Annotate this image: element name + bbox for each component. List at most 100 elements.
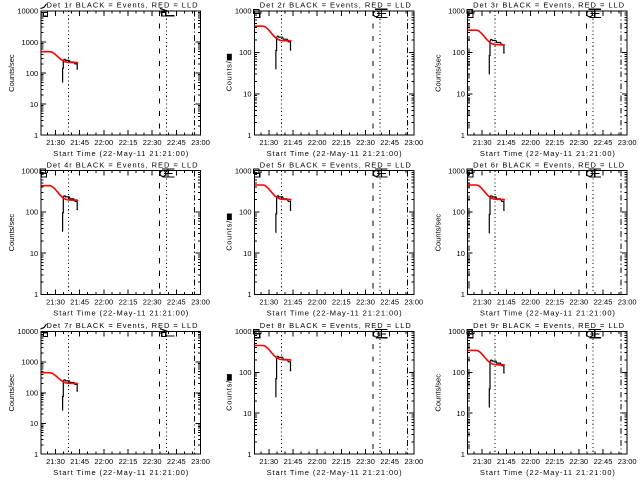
svg-text:22:00: 22:00: [94, 298, 113, 307]
svg-text:Start Time (22-May-11 21:21:00: Start Time (22-May-11 21:21:00): [480, 468, 616, 477]
svg-text:Counts/: Counts/: [225, 220, 234, 251]
svg-text:22:30: 22:30: [569, 298, 588, 307]
svg-text:22:00: 22:00: [521, 298, 540, 307]
svg-text:21:45: 21:45: [70, 138, 89, 147]
svg-text:21:45: 21:45: [284, 457, 303, 466]
svg-text:Counts/sec: Counts/sec: [434, 54, 443, 92]
svg-text:Start Time (22-May-11 21:21:00: Start Time (22-May-11 21:21:00): [53, 468, 189, 477]
svg-text:22:15: 22:15: [332, 457, 351, 466]
svg-text:21:30: 21:30: [46, 457, 65, 466]
svg-text:21:30: 21:30: [259, 298, 278, 307]
svg-text:1000: 1000: [235, 327, 252, 336]
svg-text:21:45: 21:45: [497, 298, 516, 307]
svg-text:23:00: 23:00: [191, 138, 210, 147]
svg-text:22:00: 22:00: [94, 138, 113, 147]
svg-text:10: 10: [30, 100, 38, 109]
svg-text:1000: 1000: [22, 358, 39, 367]
svg-text:22:00: 22:00: [521, 138, 540, 147]
svg-text:22:30: 22:30: [356, 138, 375, 147]
svg-text:21:45: 21:45: [497, 457, 516, 466]
svg-text:100: 100: [452, 208, 465, 217]
svg-text:21:45: 21:45: [70, 457, 89, 466]
svg-text:22:15: 22:15: [332, 298, 351, 307]
svg-text:22:00: 22:00: [94, 457, 113, 466]
svg-text:1: 1: [247, 290, 251, 299]
svg-text:100: 100: [239, 208, 252, 217]
svg-text:22:45: 22:45: [167, 138, 186, 147]
svg-text:1000: 1000: [22, 166, 39, 175]
svg-text:1000: 1000: [448, 7, 465, 16]
svg-text:1: 1: [247, 131, 251, 140]
svg-text:10: 10: [243, 409, 251, 418]
svg-text:23:00: 23:00: [404, 298, 423, 307]
svg-text:22:30: 22:30: [143, 298, 162, 307]
svg-text:1000: 1000: [448, 166, 465, 175]
svg-text:10: 10: [30, 419, 38, 428]
svg-text:Start Time (22-May-11 21:21:00: Start Time (22-May-11 21:21:00): [267, 149, 403, 158]
svg-text:22:45: 22:45: [380, 138, 399, 147]
svg-text:22:15: 22:15: [545, 138, 564, 147]
svg-text:21:45: 21:45: [497, 138, 516, 147]
svg-text:1000: 1000: [235, 166, 252, 175]
svg-text:Counts/sec: Counts/sec: [7, 374, 16, 412]
svg-text:Start Time (22-May-11 21:21:00: Start Time (22-May-11 21:21:00): [480, 308, 616, 317]
svg-text:1: 1: [34, 290, 38, 299]
svg-text:22:15: 22:15: [119, 298, 138, 307]
svg-text:1: 1: [461, 131, 465, 140]
svg-text:100: 100: [26, 69, 39, 78]
svg-text:22:00: 22:00: [521, 457, 540, 466]
svg-text:21:30: 21:30: [46, 138, 65, 147]
svg-text:23:00: 23:00: [618, 138, 637, 147]
svg-text:Det 2r BLACK = Events, RED = L: Det 2r BLACK = Events, RED = LLD: [260, 1, 412, 10]
svg-text:100: 100: [26, 388, 39, 397]
svg-text:Det 7r BLACK = Events, RED = L: Det 7r BLACK = Events, RED = LLD: [47, 321, 199, 330]
svg-text:23:00: 23:00: [618, 298, 637, 307]
svg-text:22:15: 22:15: [119, 138, 138, 147]
svg-text:Det 9r BLACK = Events, RED = L: Det 9r BLACK = Events, RED = LLD: [473, 321, 625, 330]
svg-text:Counts/sec: Counts/sec: [7, 54, 16, 92]
svg-text:23:00: 23:00: [618, 457, 637, 466]
svg-text:22:30: 22:30: [569, 457, 588, 466]
svg-text:Start Time (22-May-11 21:21:00: Start Time (22-May-11 21:21:00): [53, 308, 189, 317]
svg-text:22:15: 22:15: [332, 138, 351, 147]
svg-text:Det 3r BLACK = Events, RED = L: Det 3r BLACK = Events, RED = LLD: [473, 1, 625, 10]
svg-text:23:00: 23:00: [404, 457, 423, 466]
svg-text:1000: 1000: [448, 327, 465, 336]
svg-text:100: 100: [239, 48, 252, 57]
svg-text:1: 1: [247, 450, 251, 459]
svg-text:21:45: 21:45: [70, 298, 89, 307]
svg-text:Counts/: Counts/: [225, 380, 234, 411]
svg-text:22:45: 22:45: [380, 298, 399, 307]
svg-text:22:45: 22:45: [594, 138, 613, 147]
svg-text:22:15: 22:15: [545, 457, 564, 466]
svg-text:Det 1r BLACK = Events, RED = L: Det 1r BLACK = Events, RED = LLD: [47, 1, 199, 10]
svg-text:Start Time (22-May-11 21:21:00: Start Time (22-May-11 21:21:00): [480, 149, 616, 158]
svg-text:100: 100: [26, 208, 39, 217]
svg-text:Start Time (22-May-11 21:21:00: Start Time (22-May-11 21:21:00): [267, 468, 403, 477]
svg-text:22:15: 22:15: [545, 298, 564, 307]
svg-text:Det 8r BLACK = Events, RED = L: Det 8r BLACK = Events, RED = LLD: [260, 321, 412, 330]
svg-text:1: 1: [34, 450, 38, 459]
svg-text:23:00: 23:00: [404, 138, 423, 147]
svg-text:22:00: 22:00: [308, 298, 327, 307]
svg-text:23:00: 23:00: [191, 298, 210, 307]
svg-text:100: 100: [452, 48, 465, 57]
svg-text:22:45: 22:45: [594, 298, 613, 307]
svg-text:Start Time (22-May-11 21:21:00: Start Time (22-May-11 21:21:00): [267, 308, 403, 317]
svg-text:10000: 10000: [17, 327, 38, 336]
svg-text:21:45: 21:45: [284, 138, 303, 147]
svg-text:22:45: 22:45: [167, 457, 186, 466]
svg-text:1: 1: [461, 290, 465, 299]
svg-text:21:30: 21:30: [259, 138, 278, 147]
svg-text:22:30: 22:30: [143, 457, 162, 466]
svg-text:23:00: 23:00: [191, 457, 210, 466]
svg-text:22:30: 22:30: [356, 457, 375, 466]
svg-text:22:45: 22:45: [594, 457, 613, 466]
svg-text:1000: 1000: [235, 7, 252, 16]
svg-text:22:45: 22:45: [380, 457, 399, 466]
svg-text:Det 4r BLACK = Events, RED = L: Det 4r BLACK = Events, RED = LLD: [47, 160, 199, 169]
svg-text:10: 10: [243, 249, 251, 258]
svg-text:21:30: 21:30: [259, 457, 278, 466]
svg-text:1: 1: [461, 450, 465, 459]
svg-text:22:00: 22:00: [308, 138, 327, 147]
